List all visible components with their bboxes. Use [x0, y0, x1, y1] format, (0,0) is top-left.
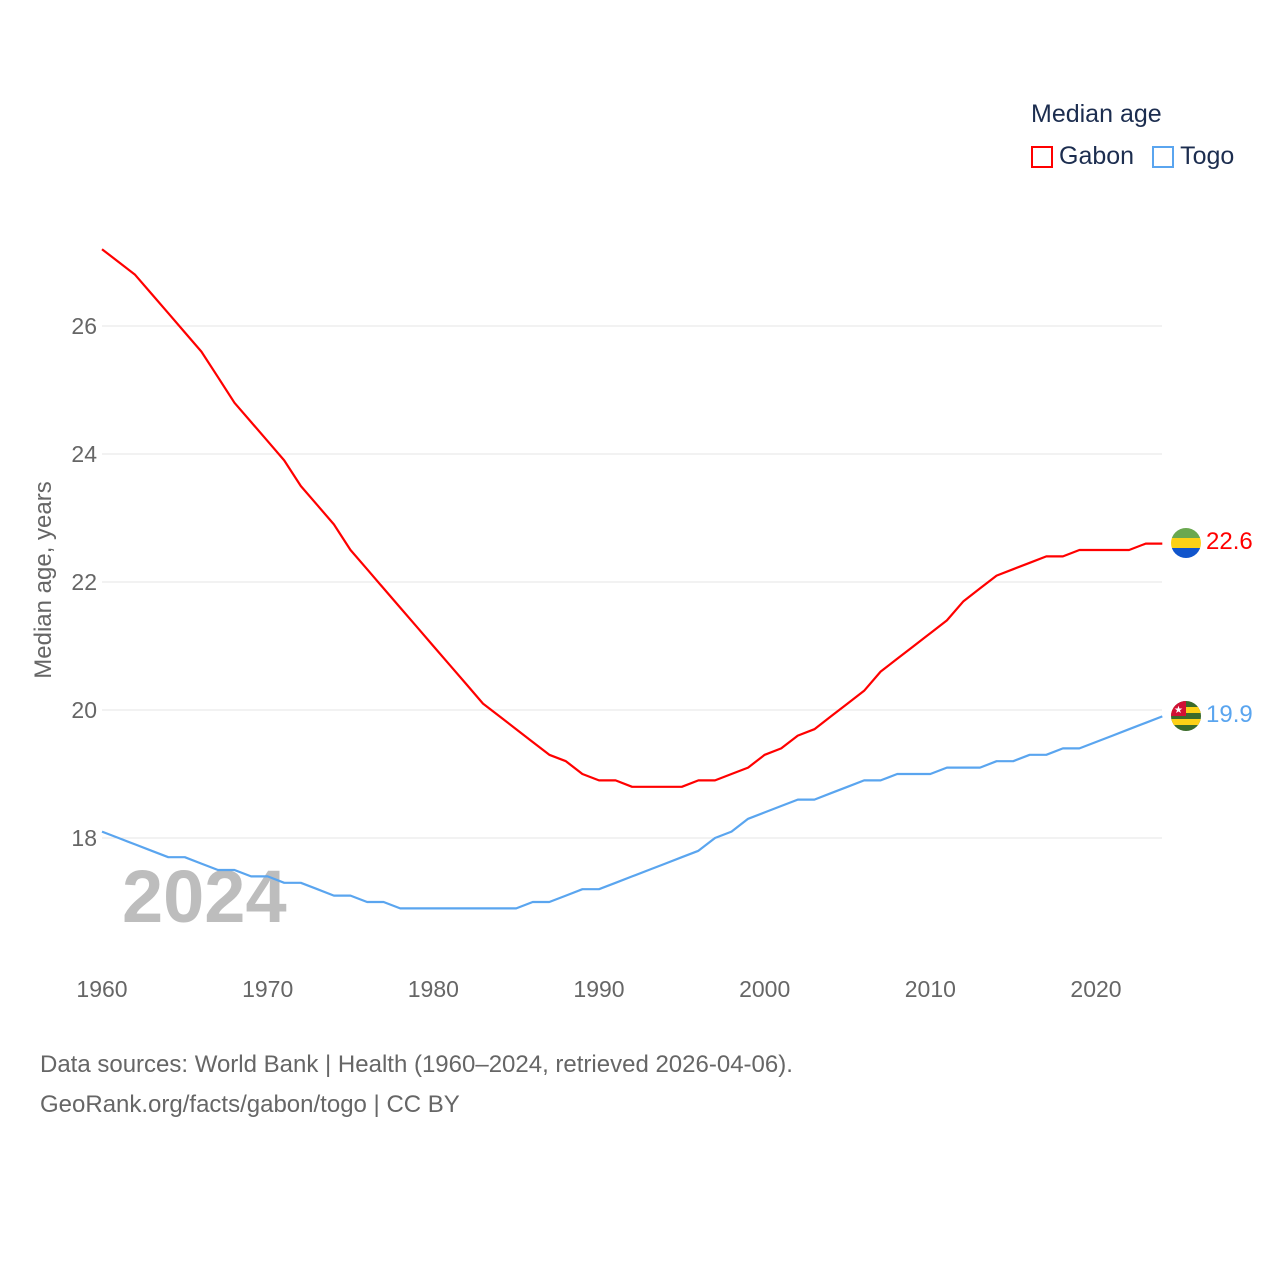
- y-tick-label: 24: [71, 441, 97, 467]
- svg-text:★: ★: [1174, 705, 1183, 716]
- x-tick-label: 2020: [1070, 976, 1121, 1002]
- legend-label: Gabon: [1059, 142, 1135, 170]
- gabon-flag-icon: [1171, 528, 1201, 558]
- x-tick-label: 1970: [242, 976, 293, 1002]
- gabon-end-label: 22.6: [1206, 528, 1253, 555]
- x-tick-label: 1990: [573, 976, 624, 1002]
- source-note: Data sources: World Bank | Health (1960–…: [40, 1045, 793, 1125]
- legend-item-togo[interactable]: Togo: [1152, 142, 1234, 171]
- y-axis-label: Median age, years: [30, 481, 57, 678]
- togo-series-line: [101, 715, 1163, 910]
- year-watermark: 2024: [122, 855, 287, 938]
- legend-title: Median age: [1031, 100, 1162, 128]
- togo-end-label: 19.9: [1206, 701, 1253, 728]
- y-tick-label: 22: [71, 569, 97, 595]
- y-tick-label: 18: [71, 825, 97, 851]
- gabon-series-line: [101, 248, 1163, 788]
- legend: Gabon Togo: [1031, 142, 1234, 171]
- x-tick-label: 2010: [905, 976, 956, 1002]
- y-tick-label: 20: [71, 697, 97, 723]
- x-tick-label: 1960: [76, 976, 127, 1002]
- source-link[interactable]: GeoRank.org/facts/gabon/togo | CC BY: [40, 1091, 460, 1118]
- x-tick-label: 2000: [739, 976, 790, 1002]
- legend-label: Togo: [1180, 142, 1235, 170]
- y-tick-label: 26: [71, 313, 97, 339]
- legend-item-gabon[interactable]: Gabon: [1031, 142, 1134, 171]
- x-tick-label: 1980: [408, 976, 459, 1002]
- source-line: Data sources: World Bank | Health (1960–…: [40, 1051, 793, 1078]
- gabon-swatch: [1031, 145, 1053, 168]
- togo-swatch: [1152, 145, 1175, 168]
- togo-flag-icon: ★: [1171, 701, 1201, 731]
